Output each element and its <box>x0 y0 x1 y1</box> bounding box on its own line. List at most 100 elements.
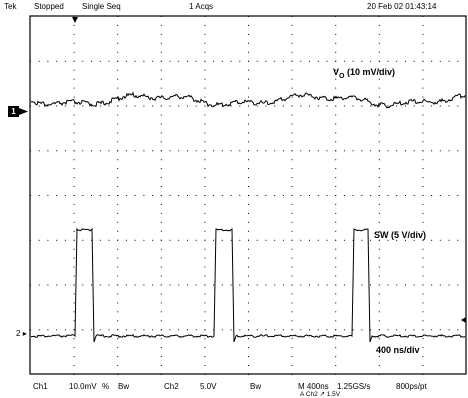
grid-dot <box>204 293 206 295</box>
grid-dot <box>335 284 337 286</box>
grid-dot <box>204 257 206 259</box>
grid-dot <box>204 60 206 62</box>
grid-dot <box>117 159 119 161</box>
grid-dot <box>248 338 249 340</box>
grid-dot <box>248 212 249 214</box>
grid-dot <box>73 356 75 358</box>
grid-dot <box>335 257 337 259</box>
grid-dot <box>256 60 258 62</box>
grid-dot <box>282 284 284 286</box>
ch1-ohm-icon: % <box>102 382 110 391</box>
grid-dot <box>370 105 372 107</box>
grid-dot <box>361 60 363 62</box>
grid-dot <box>291 87 293 89</box>
grid-dot <box>91 150 92 152</box>
grid-dot <box>169 105 171 107</box>
grid-dot <box>73 347 75 349</box>
grid-dot <box>413 284 415 286</box>
grid-dot <box>248 114 249 116</box>
grid-dot <box>187 329 188 331</box>
grid-dot <box>221 284 223 286</box>
grid-dot <box>47 150 49 152</box>
grid-dot <box>99 150 101 152</box>
grid-dot <box>405 150 406 152</box>
grid-dot <box>160 159 162 161</box>
grid-dot <box>187 239 188 241</box>
grid-dot <box>117 338 119 340</box>
grid-dot <box>117 284 119 286</box>
grid-dot <box>422 293 424 295</box>
grid-dot <box>396 284 398 286</box>
grid-dot <box>160 42 162 44</box>
grid-dot <box>47 60 49 62</box>
grid-dot <box>248 356 249 358</box>
grid-dot <box>73 105 75 107</box>
grid-dot <box>274 329 276 331</box>
grid-dot <box>204 177 206 179</box>
grid-dot <box>248 96 249 98</box>
grid-dot <box>291 365 293 366</box>
grid-dot <box>378 33 380 35</box>
grid-dot <box>248 230 249 232</box>
grid-dot <box>326 105 328 107</box>
channel-1-marker[interactable]: 1 <box>8 106 28 117</box>
grid-dot <box>300 239 302 241</box>
grid-dot <box>73 329 75 331</box>
grid-dot <box>125 284 127 286</box>
grid-dot <box>108 239 110 241</box>
grid-dot <box>335 302 337 304</box>
grid-dot <box>38 60 40 62</box>
grid-dot <box>335 87 337 89</box>
grid-dot <box>448 284 450 286</box>
grid-dot <box>370 150 372 152</box>
trace-vo-label-scale: (10 mV/div) <box>344 67 395 77</box>
grid-dot <box>370 329 372 331</box>
grid-dot <box>248 87 249 89</box>
grid-dot <box>178 150 180 152</box>
grid-dot <box>248 60 249 62</box>
grid-dot <box>248 248 249 250</box>
grid-dot <box>204 284 206 286</box>
grid-dot <box>195 60 197 62</box>
grid-dot <box>91 329 92 331</box>
grid-dot <box>143 239 145 241</box>
grid-dot <box>73 96 75 98</box>
grid-dot <box>448 105 450 107</box>
channel-2-marker[interactable]: 2 ▸ <box>16 329 27 338</box>
grid-dot <box>47 284 49 286</box>
grid-dot <box>204 338 206 340</box>
grid-dot <box>204 347 206 349</box>
grid-dot <box>335 347 337 349</box>
grid-dot <box>309 239 310 241</box>
grid-dot <box>291 195 293 196</box>
timebase-readout: M 400ns <box>298 382 329 391</box>
grid-dot <box>378 266 380 268</box>
grid-dot <box>413 195 415 196</box>
grid-dot <box>73 87 75 89</box>
grid-dot <box>213 150 215 152</box>
grid-dot <box>352 60 354 62</box>
grid-dot <box>439 284 441 286</box>
grid-dot <box>117 230 119 232</box>
grid-dot <box>108 60 110 62</box>
grid-dot <box>64 150 66 152</box>
grid-dot <box>378 248 380 250</box>
grid-dot <box>291 320 293 322</box>
grid-dot <box>73 257 75 259</box>
grid-dot <box>169 284 171 286</box>
grid-dot <box>378 320 380 322</box>
grid-dot <box>335 168 337 170</box>
grid-dot <box>413 239 415 241</box>
grid-dot <box>73 230 75 232</box>
grid-dot <box>309 329 310 331</box>
grid-dot <box>160 248 162 250</box>
timebase-label: 400 ns/div <box>376 345 420 355</box>
grid-dot <box>422 78 424 80</box>
channel-2-marker-label: 2 <box>16 329 21 338</box>
grid-dot <box>431 195 433 196</box>
grid-dot <box>335 132 337 134</box>
grid-dot <box>422 338 424 340</box>
grid-dot <box>291 257 293 259</box>
grid-dot <box>439 195 441 196</box>
grid-dot <box>248 177 249 179</box>
